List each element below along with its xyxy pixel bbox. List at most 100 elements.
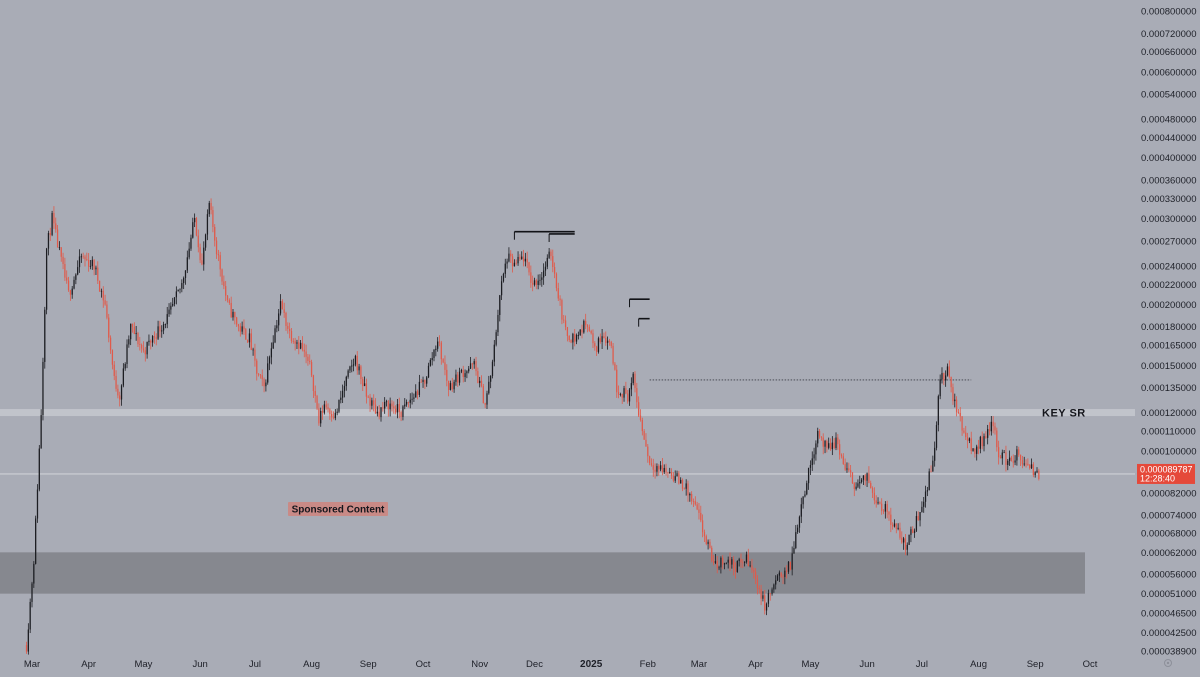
candle-body: [351, 365, 353, 367]
candle-body: [608, 340, 611, 342]
candle-body: [294, 341, 296, 344]
candle-body: [1019, 454, 1022, 461]
candle-body: [563, 319, 565, 321]
candle-body: [997, 447, 1000, 458]
candle-body: [760, 589, 762, 599]
candle-body: [363, 383, 366, 387]
y-tick-label: 0.000300000: [1141, 214, 1196, 225]
candle-body: [415, 391, 417, 398]
candle-body: [636, 388, 638, 403]
candle-body: [968, 438, 971, 441]
candle-body: [899, 527, 901, 538]
candle-body: [341, 390, 344, 398]
candle-body: [192, 222, 194, 238]
candle-body: [820, 436, 823, 438]
candle-body: [638, 402, 640, 416]
candle-body: [689, 494, 691, 496]
candle-body: [543, 270, 545, 278]
candle-body: [680, 479, 682, 484]
candle-body: [771, 589, 773, 594]
candle-body: [901, 537, 903, 543]
candle-body: [919, 512, 921, 521]
candle-body: [479, 380, 481, 384]
candle-body: [338, 399, 340, 412]
candle-body: [44, 309, 46, 362]
candle-body: [844, 464, 846, 470]
candle-body: [663, 467, 665, 473]
candle-body: [376, 411, 378, 414]
candle-body: [875, 500, 877, 504]
candle-body: [490, 375, 492, 382]
y-tick-label: 0.000600000: [1141, 67, 1196, 78]
candle-body: [497, 314, 499, 333]
candle-body: [645, 439, 647, 447]
candle-body: [193, 218, 196, 223]
candle-body: [1016, 449, 1018, 461]
candle-body: [574, 333, 576, 342]
candle-body: [575, 335, 578, 342]
candle-body: [623, 388, 625, 398]
candle-body: [698, 509, 700, 513]
candle-body: [789, 561, 791, 570]
candle-body: [709, 541, 711, 548]
candle-body: [60, 247, 62, 257]
candle-body: [464, 373, 466, 378]
candle-body: [45, 248, 48, 310]
candle-body: [309, 360, 311, 363]
candle-body: [203, 247, 205, 265]
candle-body: [378, 411, 380, 418]
candle-body: [705, 536, 707, 545]
x-tick-label: Jul: [916, 659, 928, 670]
candle-body: [590, 330, 592, 334]
candle-body: [791, 553, 793, 570]
candle-body: [77, 267, 79, 275]
candle-body: [451, 383, 453, 390]
candle-body: [734, 567, 737, 572]
candle-body: [935, 425, 938, 448]
candle-body: [261, 375, 263, 380]
candle-body: [857, 483, 859, 487]
candle-body: [617, 392, 620, 395]
candle-body: [722, 557, 724, 565]
candle-body: [884, 504, 886, 512]
x-tick-label: Aug: [303, 659, 320, 670]
candle-body: [142, 348, 145, 351]
settings-icon[interactable]: [1164, 659, 1172, 667]
y-tick-label: 0.000100000: [1141, 447, 1196, 458]
sponsored-content-badge[interactable]: Sponsored Content: [288, 502, 388, 516]
candle-body: [437, 341, 439, 349]
candle-body: [389, 403, 391, 410]
y-tick-label: 0.000800000: [1141, 7, 1196, 18]
candle-body: [904, 538, 907, 550]
candle-body: [133, 326, 135, 335]
candle-body: [712, 560, 715, 563]
candle-body: [650, 463, 653, 466]
y-tick-label: 0.000180000: [1141, 322, 1196, 333]
candle-body: [616, 369, 618, 393]
candle-body: [837, 437, 839, 445]
candle-body: [930, 471, 932, 473]
candle-body: [296, 342, 298, 344]
candle-body: [55, 223, 57, 230]
candle-body: [312, 375, 315, 391]
candle-body: [848, 468, 850, 471]
candle-body: [144, 350, 146, 355]
x-tick-label: Oct: [1083, 659, 1098, 670]
candle-body: [424, 379, 426, 384]
candle-body: [744, 561, 746, 563]
candle-body: [840, 454, 843, 457]
candle-body: [632, 373, 634, 384]
candle-body: [380, 407, 382, 418]
candle-body: [426, 377, 428, 384]
candle-body: [979, 436, 982, 449]
candle-body: [394, 408, 397, 413]
candle-body: [985, 436, 987, 438]
candle-body: [1003, 452, 1005, 454]
candle-body: [595, 346, 598, 352]
candle-body: [736, 560, 738, 572]
candle-body: [966, 437, 969, 441]
candle-body: [652, 465, 654, 470]
candle-body: [161, 330, 163, 332]
